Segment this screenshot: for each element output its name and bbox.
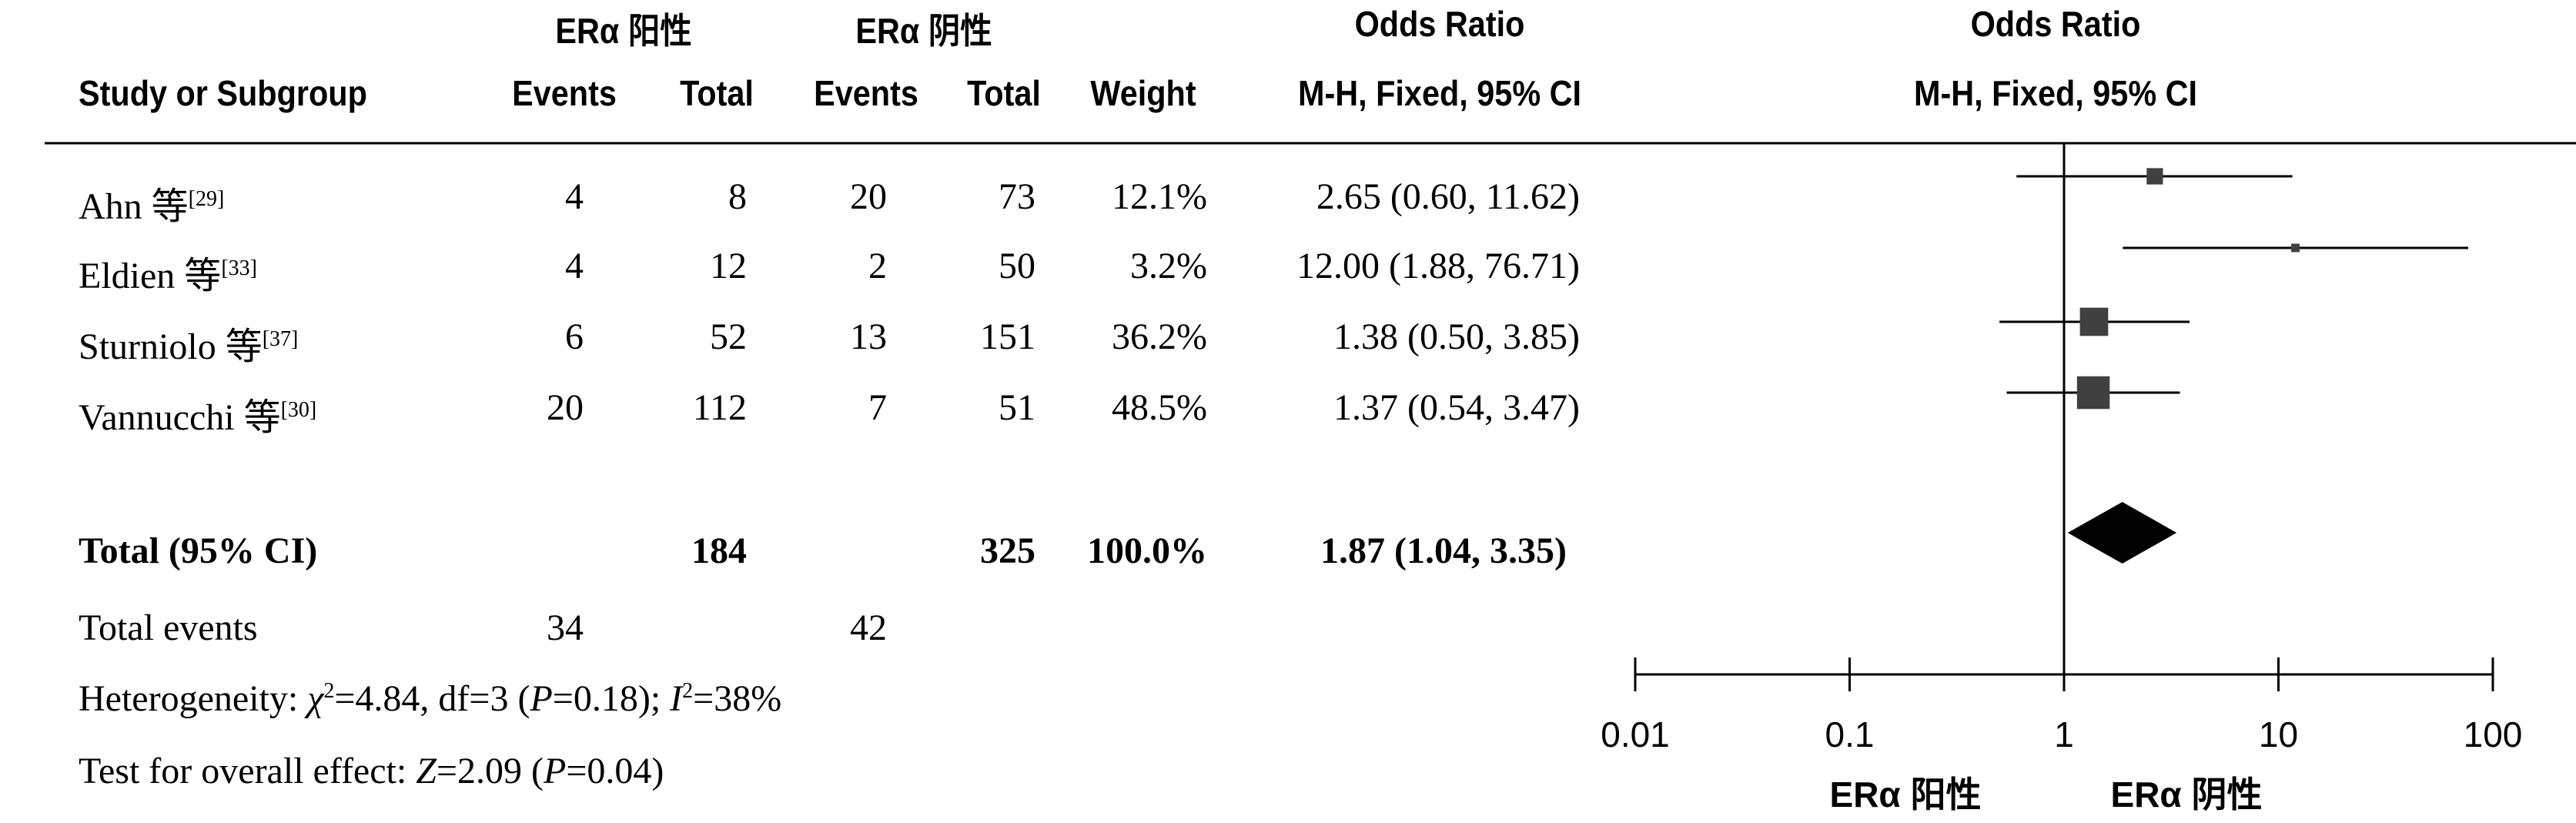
- total2-cell: 151: [980, 316, 1035, 357]
- total-ci-text: 1.87 (1.04, 3.35): [1320, 530, 1567, 571]
- total1-cell: 8: [728, 176, 747, 217]
- plot-title: Odds Ratio: [1970, 4, 2141, 44]
- x-tick-label: 0.01: [1601, 714, 1670, 754]
- weight-cell: 36.2%: [1112, 316, 1207, 357]
- total1-value: 184: [691, 530, 747, 571]
- events1-header: Events: [512, 73, 617, 113]
- events2-cell: 13: [850, 316, 887, 357]
- group2-header: ERα 阴性: [855, 11, 992, 51]
- study-ref: [37]: [262, 327, 299, 351]
- group1-header: ERα 阳性: [555, 11, 692, 51]
- study-ref: [29]: [188, 187, 225, 211]
- x-tick-label: 1: [2054, 714, 2074, 754]
- total1-cell: 112: [692, 387, 747, 428]
- study-name-text: Vannucchi 等: [79, 397, 281, 438]
- study-ref: [30]: [280, 398, 317, 422]
- total-label: Total (95% CI): [79, 530, 318, 571]
- favours-right-label: ERα 阴性: [2111, 774, 2263, 815]
- ci-text-cell: 2.65 (0.60, 11.62): [1316, 176, 1580, 217]
- study-name: Eldien 等[33]: [79, 245, 257, 299]
- weight-header: Weight: [1090, 73, 1196, 113]
- study-name: Sturniolo 等[37]: [79, 316, 298, 370]
- ci-text-cell: 12.00 (1.88, 76.71): [1296, 246, 1580, 286]
- events1-cell: 4: [565, 176, 584, 217]
- total2-cell: 50: [999, 246, 1035, 286]
- weight-cell: 12.1%: [1112, 176, 1207, 217]
- x-tick-label: 0.1: [1825, 714, 1875, 754]
- x-tick-label: 100: [2464, 714, 2523, 754]
- events1-cell: 20: [547, 387, 584, 428]
- total2-cell: 51: [999, 387, 1035, 428]
- plot-method-header: M-H, Fixed, 95% CI: [1913, 73, 2198, 113]
- ci-text-cell: 1.38 (0.50, 3.85): [1333, 316, 1580, 357]
- events2-cell: 2: [868, 246, 887, 286]
- study-name-text: Eldien 等: [79, 256, 222, 296]
- pooled-diamond: [2067, 502, 2177, 564]
- favours-left-label: ERα 阳性: [1830, 774, 1982, 815]
- heterogeneity-text: Heterogeneity: χ2=4.84, df=3 (P=0.18); I…: [79, 678, 782, 719]
- study-name: Ahn 等[29]: [79, 176, 224, 229]
- total2-cell: 73: [999, 176, 1035, 217]
- method-header: M-H, Fixed, 95% CI: [1297, 73, 1582, 113]
- study-ref: [33]: [221, 256, 257, 280]
- study-name-text: Ahn 等: [79, 186, 189, 227]
- total1-header: Total: [680, 73, 754, 113]
- total1-cell: 52: [710, 316, 747, 357]
- weight-cell: 48.5%: [1112, 387, 1207, 428]
- total-events-label: Total events: [79, 607, 258, 648]
- x-tick-label: 10: [2259, 714, 2298, 754]
- events2-cell: 7: [868, 387, 887, 428]
- or-marker: [2079, 307, 2109, 336]
- events1-cell: 6: [565, 316, 584, 357]
- events2-cell: 20: [850, 176, 887, 217]
- odds-ratio-header: Odds Ratio: [1354, 4, 1525, 44]
- or-marker: [2291, 243, 2300, 253]
- total-weight: 100.0%: [1087, 530, 1207, 571]
- overall-effect-text: Test for overall effect: Z=2.09 (P=0.04): [79, 751, 664, 791]
- total1-cell: 12: [710, 246, 747, 286]
- ci-text-cell: 1.37 (0.54, 3.47): [1333, 387, 1580, 428]
- study-name-text: Sturniolo 等: [79, 326, 263, 367]
- total-events1: 34: [547, 607, 584, 648]
- study-column-header: Study or Subgroup: [79, 73, 367, 113]
- or-marker: [2076, 376, 2110, 410]
- events1-cell: 4: [565, 246, 584, 286]
- total2-value: 325: [980, 530, 1035, 571]
- events2-header: Events: [814, 73, 918, 113]
- total2-header: Total: [967, 73, 1041, 113]
- or-marker: [2146, 168, 2163, 185]
- weight-cell: 3.2%: [1130, 246, 1207, 286]
- study-name: Vannucchi 等[30]: [79, 386, 316, 440]
- total-events2: 42: [850, 607, 887, 648]
